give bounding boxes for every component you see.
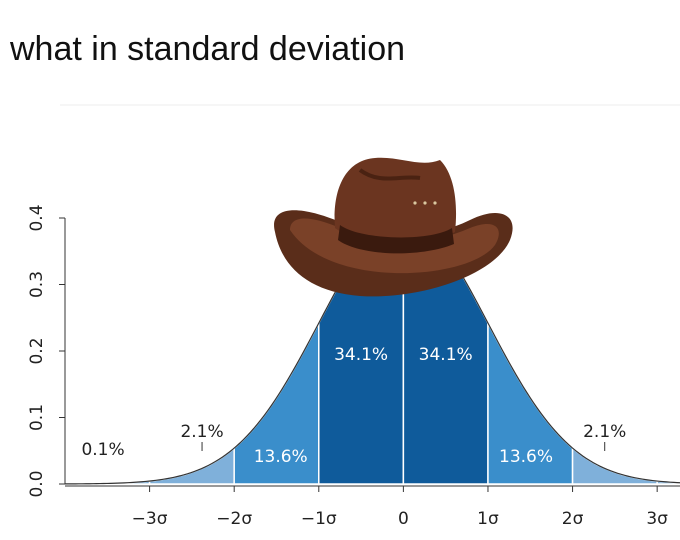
plot: 0.1%2.1%13.6%34.1%34.1%13.6%2.1%0.1%−3σ−… <box>27 204 680 529</box>
y-tick-label: 0.4 <box>27 204 47 231</box>
x-tick-label: 0 <box>398 509 409 529</box>
value-label: 13.6% <box>254 447 308 467</box>
x-tick-label: 2σ <box>562 509 584 529</box>
band <box>571 446 658 485</box>
value-label: 34.1% <box>334 345 388 365</box>
x-tick-label: 1σ <box>477 509 499 529</box>
value-label: 13.6% <box>499 447 553 467</box>
caption: what in standard deviation <box>9 30 405 68</box>
x-tick-label: −3σ <box>132 509 168 529</box>
value-label: 2.1% <box>583 422 626 442</box>
y-tick-label: 0.1 <box>27 404 47 431</box>
band <box>148 446 235 485</box>
value-label: 34.1% <box>419 345 473 365</box>
value-label: 2.1% <box>180 422 223 442</box>
x-tick-label: 3σ <box>646 509 668 529</box>
y-tick-label: 0.2 <box>27 337 47 364</box>
x-tick-label: −1σ <box>301 509 337 529</box>
cowboy-hat <box>274 157 513 297</box>
y-tick-label: 0.3 <box>27 271 47 298</box>
y-tick-label: 0.0 <box>27 470 47 497</box>
value-label: 0.1% <box>81 440 124 460</box>
x-tick-label: −2σ <box>216 509 252 529</box>
